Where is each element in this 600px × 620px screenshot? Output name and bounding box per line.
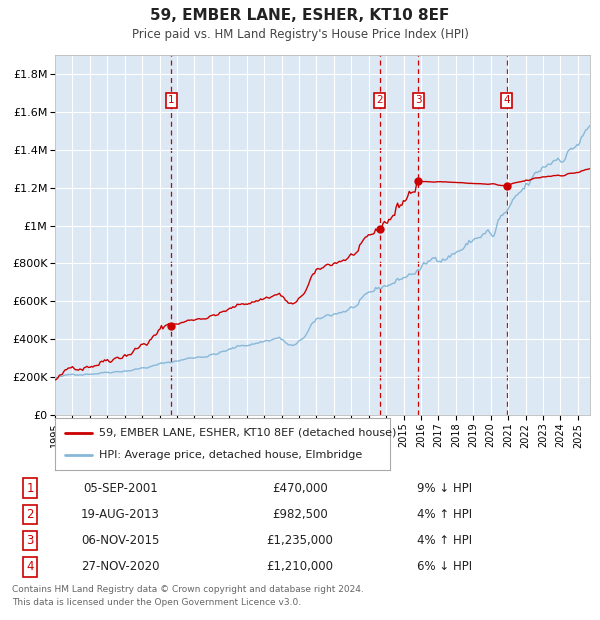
Text: 6% ↓ HPI: 6% ↓ HPI [418, 560, 473, 574]
Text: 27-NOV-2020: 27-NOV-2020 [81, 560, 160, 574]
Text: 4: 4 [503, 95, 510, 105]
Text: HPI: Average price, detached house, Elmbridge: HPI: Average price, detached house, Elmb… [98, 451, 362, 461]
Text: 05-SEP-2001: 05-SEP-2001 [83, 482, 158, 495]
Text: £982,500: £982,500 [272, 508, 328, 521]
Text: 4% ↑ HPI: 4% ↑ HPI [418, 534, 473, 547]
Text: 1: 1 [26, 482, 34, 495]
Text: 19-AUG-2013: 19-AUG-2013 [81, 508, 160, 521]
Text: 59, EMBER LANE, ESHER, KT10 8EF: 59, EMBER LANE, ESHER, KT10 8EF [151, 8, 449, 23]
Text: 1: 1 [168, 95, 175, 105]
Text: 3: 3 [415, 95, 422, 105]
Text: 2: 2 [26, 508, 34, 521]
Text: Price paid vs. HM Land Registry's House Price Index (HPI): Price paid vs. HM Land Registry's House … [131, 28, 469, 41]
Text: 3: 3 [26, 534, 34, 547]
Text: 4: 4 [26, 560, 34, 574]
Text: Contains HM Land Registry data © Crown copyright and database right 2024.: Contains HM Land Registry data © Crown c… [12, 585, 364, 594]
Text: 4% ↑ HPI: 4% ↑ HPI [418, 508, 473, 521]
Text: £1,210,000: £1,210,000 [266, 560, 334, 574]
Text: 2: 2 [376, 95, 383, 105]
Text: 06-NOV-2015: 06-NOV-2015 [81, 534, 160, 547]
Text: 59, EMBER LANE, ESHER, KT10 8EF (detached house): 59, EMBER LANE, ESHER, KT10 8EF (detache… [98, 428, 396, 438]
Text: £1,235,000: £1,235,000 [266, 534, 334, 547]
Text: 9% ↓ HPI: 9% ↓ HPI [418, 482, 473, 495]
Text: This data is licensed under the Open Government Licence v3.0.: This data is licensed under the Open Gov… [12, 598, 301, 607]
Text: £470,000: £470,000 [272, 482, 328, 495]
